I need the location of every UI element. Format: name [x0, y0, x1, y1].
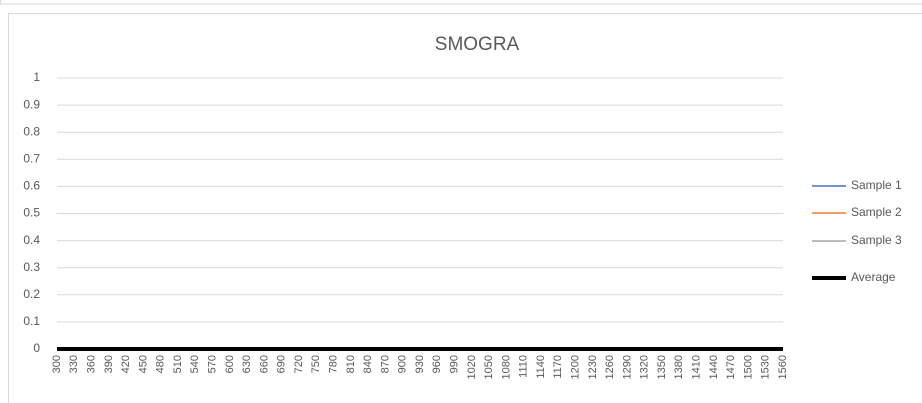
x-tick-label: 1110 [518, 355, 530, 378]
x-tick-label: 1170 [552, 355, 564, 379]
x-tick-label: 1350 [656, 355, 668, 379]
x-tick-label: 840 [362, 355, 374, 373]
x-tick-label: 900 [397, 355, 409, 373]
x-tick-label: 1020 [466, 355, 478, 379]
y-tick-label: 1 [33, 70, 40, 84]
chart-title: SMOGRA [435, 34, 520, 55]
x-tick-label: 930 [414, 355, 426, 373]
x-tick-label: 1200 [569, 355, 581, 379]
x-tick-label: 480 [155, 355, 167, 373]
top-frame [0, 0, 922, 5]
y-tick-label: 0 [33, 341, 40, 355]
x-tick-label: 1560 [777, 355, 789, 379]
x-tick-label: 570 [206, 355, 218, 373]
x-tick-label: 1440 [708, 355, 720, 379]
x-tick-label: 1380 [673, 355, 685, 379]
x-tick-label: 360 [85, 355, 97, 373]
y-tick-label: 0.4 [23, 233, 40, 247]
legend-label: Sample 1 [851, 178, 902, 192]
y-tick-label: 0.2 [23, 287, 40, 301]
x-tick-label: 1470 [725, 355, 737, 379]
x-tick-label: 810 [345, 355, 357, 373]
x-tick-label: 1410 [690, 355, 702, 379]
x-tick-label: 1290 [621, 355, 633, 379]
y-tick-label: 0.9 [23, 97, 40, 111]
x-tick-label: 870 [379, 355, 391, 373]
x-tick-label: 300 [51, 355, 63, 373]
x-tick-label: 450 [137, 355, 149, 373]
chart-frame [8, 13, 922, 403]
legend-label: Sample 3 [851, 233, 902, 247]
legend-label: Sample 2 [851, 205, 902, 219]
y-tick-label: 0.1 [23, 314, 40, 328]
x-tick-label: 1140 [535, 355, 547, 379]
x-tick-label: 990 [448, 355, 460, 373]
y-tick-label: 0.6 [23, 179, 40, 193]
x-tick-label: 1320 [639, 355, 651, 379]
x-tick-label: 540 [189, 355, 201, 373]
x-tick-label: 750 [310, 355, 322, 373]
x-tick-label: 420 [120, 355, 132, 373]
x-tick-label: 1050 [483, 355, 495, 379]
x-tick-label: 1230 [587, 355, 599, 379]
x-tick-label: 630 [241, 355, 253, 373]
x-tick-label: 330 [68, 355, 80, 373]
x-tick-label: 510 [172, 355, 184, 373]
legend-label: Average [851, 270, 896, 284]
x-tick-label: 780 [327, 355, 339, 373]
x-tick-label: 1260 [604, 355, 616, 379]
y-tick-label: 0.8 [23, 124, 40, 138]
x-tick-label: 1500 [742, 355, 754, 379]
x-tick-label: 720 [293, 355, 305, 373]
x-tick-label: 600 [224, 355, 236, 373]
x-tick-label: 960 [431, 355, 443, 373]
x-tick-label: 1530 [760, 355, 772, 379]
x-tick-label: 390 [103, 355, 115, 373]
x-tick-label: 660 [258, 355, 270, 373]
x-tick-label: 690 [276, 355, 288, 373]
x-tick-label: 1080 [500, 355, 512, 379]
y-tick-label: 0.3 [23, 260, 40, 274]
y-tick-label: 0.7 [23, 151, 40, 165]
y-tick-label: 0.5 [23, 206, 40, 220]
